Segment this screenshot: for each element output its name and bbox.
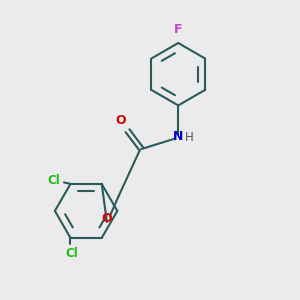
Text: Cl: Cl — [47, 174, 60, 188]
Text: H: H — [185, 131, 194, 144]
Text: Cl: Cl — [66, 248, 78, 260]
Text: N: N — [173, 130, 183, 143]
Text: F: F — [174, 23, 182, 37]
Text: O: O — [102, 212, 112, 226]
Text: O: O — [115, 114, 126, 128]
